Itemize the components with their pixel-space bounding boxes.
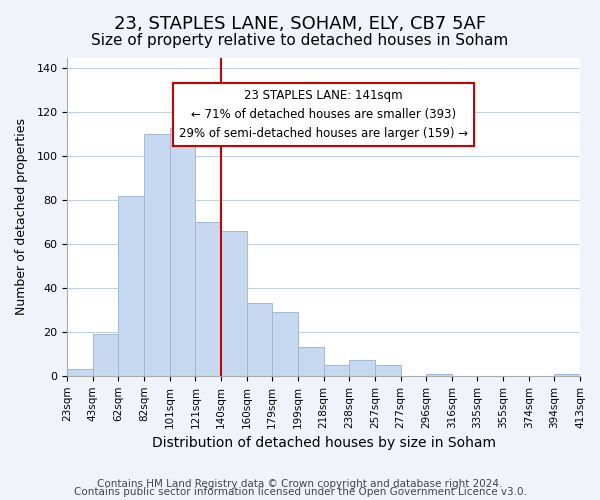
Bar (247, 304, 272, 376)
Bar (93, 334, 118, 376)
Bar (375, 365, 401, 376)
Text: Size of property relative to detached houses in Soham: Size of property relative to detached ho… (91, 32, 509, 48)
Text: 23, STAPLES LANE, SOHAM, ELY, CB7 5AF: 23, STAPLES LANE, SOHAM, ELY, CB7 5AF (114, 15, 486, 33)
Text: Contains public sector information licensed under the Open Government Licence v3: Contains public sector information licen… (74, 487, 526, 497)
Text: Contains HM Land Registry data © Crown copyright and database right 2024.: Contains HM Land Registry data © Crown c… (97, 479, 503, 489)
X-axis label: Distribution of detached houses by size in Soham: Distribution of detached houses by size … (152, 436, 496, 450)
Bar (323, 365, 349, 376)
Bar (170, 128, 196, 376)
Bar (144, 134, 170, 376)
Bar (272, 312, 298, 376)
Bar (349, 360, 375, 376)
Y-axis label: Number of detached properties: Number of detached properties (15, 118, 28, 315)
Bar (298, 348, 323, 376)
Bar (67, 369, 93, 376)
Bar (221, 231, 247, 376)
Text: 23 STAPLES LANE: 141sqm
← 71% of detached houses are smaller (393)
29% of semi-d: 23 STAPLES LANE: 141sqm ← 71% of detache… (179, 90, 468, 140)
Bar (118, 196, 144, 376)
Bar (426, 374, 452, 376)
Bar (554, 374, 580, 376)
Bar (196, 222, 221, 376)
